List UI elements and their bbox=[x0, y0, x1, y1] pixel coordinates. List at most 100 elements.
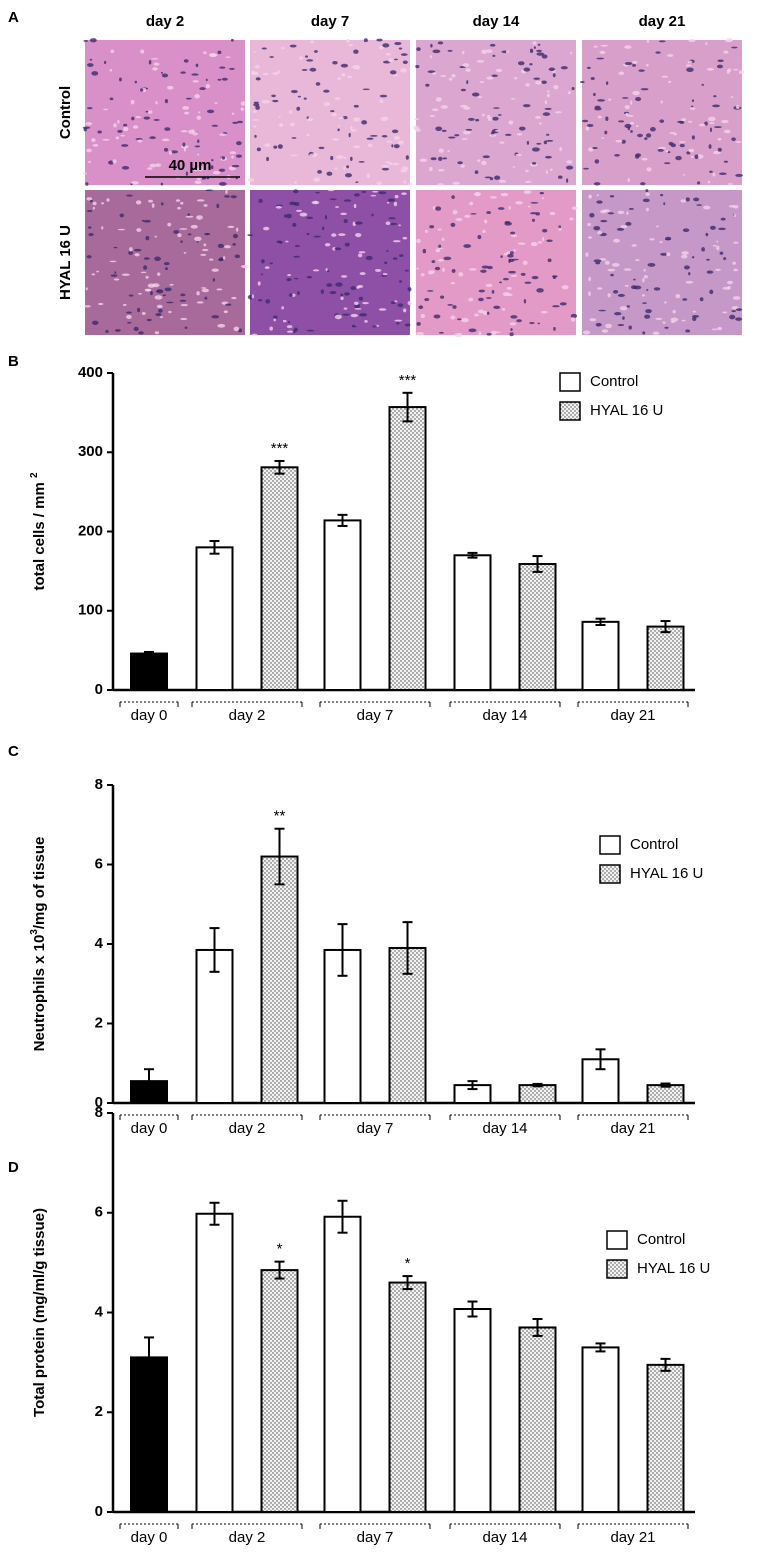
cell-nucleus bbox=[254, 64, 260, 69]
cell-nucleus bbox=[617, 120, 625, 123]
cell-nucleus bbox=[415, 128, 421, 132]
cell-nucleus bbox=[596, 57, 605, 60]
cell-nucleus bbox=[392, 74, 399, 77]
x-tick-label: day 14 bbox=[482, 1529, 527, 1546]
cell-nucleus bbox=[607, 212, 615, 215]
cell-nucleus bbox=[205, 189, 214, 192]
cell-nucleus bbox=[492, 54, 496, 57]
cell-nucleus bbox=[596, 200, 603, 204]
cell-nucleus bbox=[180, 130, 188, 133]
cell-nucleus bbox=[229, 151, 237, 155]
scale-bar-label: 40 µm bbox=[169, 157, 212, 174]
significance-label: * bbox=[405, 1255, 411, 1272]
cell-nucleus bbox=[281, 306, 284, 310]
cell-nucleus bbox=[498, 179, 507, 183]
cell-nucleus bbox=[593, 45, 598, 48]
error-bar bbox=[274, 827, 285, 886]
cell-nucleus bbox=[194, 145, 201, 148]
cell-nucleus bbox=[490, 330, 497, 335]
cell-nucleus bbox=[613, 290, 619, 294]
cell-nucleus bbox=[597, 99, 606, 102]
cell-nucleus bbox=[597, 287, 603, 290]
cell-nucleus bbox=[340, 293, 344, 297]
cell-nucleus bbox=[482, 310, 488, 315]
cell-nucleus bbox=[332, 247, 336, 251]
cell-nucleus bbox=[670, 320, 675, 324]
cell-nucleus bbox=[447, 303, 453, 306]
cell-nucleus bbox=[290, 89, 298, 94]
cell-nucleus bbox=[733, 68, 739, 71]
cell-nucleus bbox=[258, 198, 263, 203]
cell-nucleus bbox=[709, 170, 713, 173]
cell-nucleus bbox=[545, 155, 552, 159]
cell-nucleus bbox=[427, 290, 434, 292]
cell-nucleus bbox=[103, 108, 109, 111]
cell-nucleus bbox=[441, 237, 445, 241]
cell-nucleus bbox=[198, 111, 201, 114]
cell-nucleus bbox=[644, 137, 648, 141]
cell-nucleus bbox=[645, 63, 649, 67]
cell-nucleus bbox=[83, 39, 88, 42]
cell-nucleus bbox=[546, 93, 551, 98]
cell-nucleus bbox=[353, 301, 359, 306]
cell-nucleus bbox=[130, 183, 133, 186]
cell-nucleus bbox=[354, 221, 363, 225]
cell-nucleus bbox=[219, 133, 227, 136]
cell-nucleus bbox=[640, 182, 646, 186]
image-background bbox=[582, 40, 742, 185]
cell-nucleus bbox=[532, 162, 537, 165]
bar bbox=[646, 1084, 685, 1105]
cell-nucleus bbox=[267, 100, 270, 103]
cell-nucleus bbox=[643, 268, 646, 272]
cell-nucleus bbox=[582, 330, 591, 335]
cell-nucleus bbox=[424, 229, 429, 233]
cell-nucleus bbox=[646, 167, 652, 172]
cell-nucleus bbox=[152, 283, 160, 288]
cell-nucleus bbox=[478, 297, 484, 302]
cell-nucleus bbox=[296, 209, 303, 212]
cell-nucleus bbox=[159, 316, 164, 318]
cell-nucleus bbox=[289, 44, 297, 48]
cell-nucleus bbox=[343, 307, 348, 310]
cell-nucleus bbox=[214, 102, 218, 104]
cell-nucleus bbox=[496, 68, 503, 73]
cell-nucleus bbox=[536, 142, 542, 145]
cell-nucleus bbox=[247, 178, 255, 182]
cell-nucleus bbox=[217, 243, 224, 249]
cell-nucleus bbox=[732, 261, 736, 265]
cell-nucleus bbox=[688, 39, 696, 43]
error-bar bbox=[337, 923, 348, 977]
y-axis-label-part: 3 bbox=[29, 929, 40, 935]
cell-nucleus bbox=[438, 244, 442, 249]
cell-nucleus bbox=[681, 118, 687, 121]
cell-nucleus bbox=[348, 132, 351, 138]
y-axis-label-part: /mg of tissue bbox=[31, 837, 48, 930]
cell-nucleus bbox=[570, 51, 573, 55]
cell-nucleus bbox=[536, 288, 544, 293]
cell-nucleus bbox=[604, 260, 610, 265]
cell-nucleus bbox=[97, 130, 102, 134]
cell-nucleus bbox=[605, 81, 609, 86]
panel-label: B bbox=[8, 353, 19, 370]
x-tick-label: day 2 bbox=[229, 1529, 266, 1546]
cell-nucleus bbox=[681, 319, 686, 322]
cell-nucleus bbox=[376, 181, 383, 185]
cell-nucleus bbox=[641, 294, 646, 297]
bar bbox=[518, 1326, 557, 1514]
cell-nucleus bbox=[206, 109, 215, 114]
bar bbox=[388, 406, 427, 691]
cell-nucleus bbox=[701, 247, 705, 252]
cell-nucleus bbox=[88, 160, 91, 164]
cell-nucleus bbox=[694, 154, 699, 159]
cell-nucleus bbox=[706, 270, 714, 274]
cell-nucleus bbox=[457, 318, 462, 321]
cell-nucleus bbox=[435, 126, 443, 132]
cell-nucleus bbox=[114, 328, 121, 332]
bar bbox=[646, 1363, 685, 1514]
cell-nucleus bbox=[463, 244, 472, 248]
cell-nucleus bbox=[646, 288, 649, 291]
cell-nucleus bbox=[286, 325, 293, 329]
cell-nucleus bbox=[301, 68, 308, 71]
cell-nucleus bbox=[224, 245, 231, 249]
x-tick-label: day 2 bbox=[229, 1120, 266, 1137]
